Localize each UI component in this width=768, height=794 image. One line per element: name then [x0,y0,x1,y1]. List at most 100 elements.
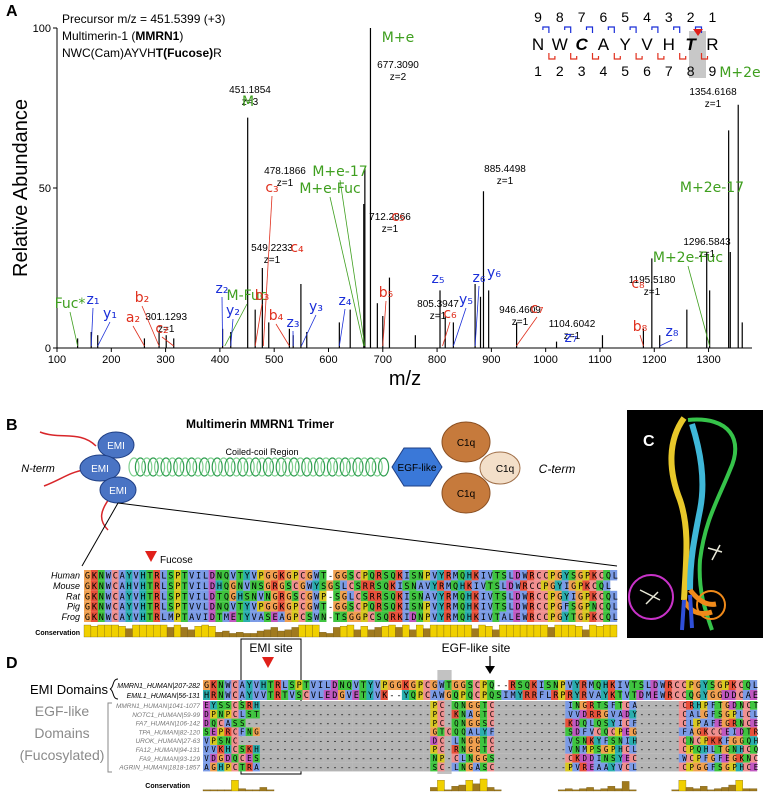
residue-cell [395,570,403,581]
emi-label: EMI [107,441,125,452]
coil-turn [160,457,172,477]
residue-cell [160,611,168,622]
residue-cell [401,727,410,737]
residue-cell [579,701,587,710]
conservation-bar [259,787,268,792]
residue-cell [480,718,488,728]
residue-cell [465,718,474,728]
residue-cell [111,580,119,591]
conservation-bar [139,624,147,638]
residue-cell [501,745,509,754]
residue-cell [458,690,466,700]
residue-cell [522,753,530,763]
residue-cell [533,611,542,622]
residue-cell [229,580,237,591]
residue-cell [492,590,500,602]
residue-cell [565,701,573,710]
residue-cell [326,580,334,591]
residue-cell [465,680,474,690]
cleavage-mark [548,53,556,60]
residue-cell [305,570,313,581]
info-text: R [213,46,222,60]
ion-label: y₂ [226,303,240,319]
ion-leader [659,339,673,347]
residue-cell [380,680,388,690]
residue-cell [643,736,651,745]
residue-cell [543,709,552,719]
residue-cell [664,745,672,754]
peak-mz-label: 1195.5180 [629,275,676,286]
residue-cell [714,727,722,737]
residue-cell [501,701,509,710]
ion-label: c₅ [391,209,404,225]
residue-cell [245,727,253,737]
residue-cell [231,762,239,772]
residue-cell [401,745,410,754]
residue-cell [210,736,218,745]
species-label: Rat [66,591,81,601]
conservation-bar [277,630,285,638]
residue-cell [388,590,396,602]
coil-turn [256,457,268,477]
residue-cell [721,709,729,719]
coil-turn [301,457,313,477]
residue-cell [579,753,587,763]
residue-cell [291,590,299,602]
residue-cell [323,727,332,737]
residue-cell [394,701,403,710]
residue-cell [565,762,573,772]
residue-cell [408,718,417,728]
residue-cell [561,601,569,612]
residue-cell [508,690,516,700]
residue-cell [622,718,630,728]
row-label: FA9_HUMAN|93-129 [139,756,200,763]
conservation-bar [492,629,500,638]
residue-cell [600,753,609,763]
residue-cell [678,718,687,728]
residue-cell [132,611,140,622]
conservation-bar [238,788,246,792]
residue-cell [281,718,289,728]
residue-cell [146,601,154,612]
conservation-bar [249,633,258,638]
residue-cell [614,709,623,719]
residue-cell [312,590,320,602]
residue-cell [558,690,566,700]
residue-cell [139,601,147,612]
residue-cell [536,727,545,737]
residue-cell [472,718,481,728]
residue-cell [401,690,410,700]
residue-cell [84,580,92,591]
residue-cell [217,680,225,690]
residue-cell [629,736,637,745]
residue-cell [749,762,758,772]
residue-cell [492,580,500,591]
residue-cell [664,727,672,737]
conservation-bar [231,780,239,792]
x-tick-label: 200 [102,354,120,366]
residue-cell [111,590,119,602]
residue-cell [600,762,609,772]
residue-cell [250,611,258,622]
residue-cell [387,736,395,745]
residue-cell [224,701,232,710]
conservation-bar [457,624,465,638]
residue-cell [471,580,479,591]
residue-cell [430,727,438,737]
residue-cell [472,709,481,719]
residue-cell [527,601,535,612]
x-tick-label: 1000 [533,354,557,366]
conservation-bar [409,629,417,638]
conservation-bar [586,787,594,792]
residue-cell [208,611,216,622]
residue-cell [316,690,324,700]
residue-cell [381,601,389,612]
conservation-bar [395,627,403,638]
residue-cell [423,680,431,690]
residue-cell [499,570,507,581]
peak-charge-label: z=1 [277,178,294,189]
residue-cell [222,590,230,602]
cleavage-mark [613,53,621,60]
residue-cell [360,580,369,591]
